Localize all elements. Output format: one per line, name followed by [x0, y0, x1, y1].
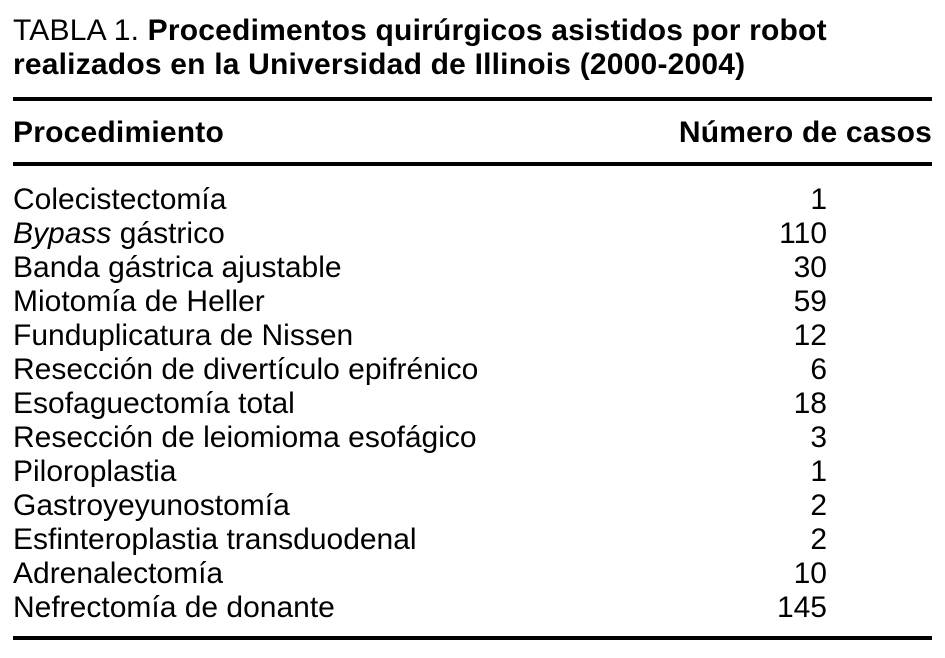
table-body: Colecistectomía 1 Bypass gástrico 110 Ba…: [13, 166, 932, 636]
table-row: Piloroplastia 1: [13, 455, 932, 489]
cases-cell: 2: [810, 489, 827, 522]
cases-cell: 12: [793, 319, 827, 352]
table-row: Resección de leiomioma esofágico 3: [13, 421, 932, 455]
table-row: Resección de divertículo epifrénico 6: [13, 353, 932, 387]
cases-cell: 30: [793, 251, 827, 284]
table-row: Gastroyeyunostomía 2: [13, 489, 932, 523]
procedure-cell: Esfinteroplastia transduodenal: [13, 523, 417, 556]
cases-cell: 10: [793, 557, 827, 590]
procedure-rest: gástrico: [111, 217, 225, 250]
table-title: TABLA 1. Procedimentos quirúrgicos asist…: [13, 14, 932, 82]
table-row: Adrenalectomía 10: [13, 557, 932, 591]
top-rule: [13, 97, 932, 101]
header-rule: [13, 162, 932, 166]
procedure-cell: Resección de leiomioma esofágico: [13, 421, 477, 454]
procedure-cell: Funduplicatura de Nissen: [13, 319, 354, 352]
column-header-procedure: Procedimiento: [13, 116, 224, 149]
procedure-cell: Resección de divertículo epifrénico: [13, 353, 479, 386]
procedure-cell: Miotomía de Heller: [13, 285, 265, 318]
cases-cell: 3: [810, 421, 827, 454]
table-row: Esfinteroplastia transduodenal 2: [13, 523, 932, 557]
table-row: Esofaguectomía total 18: [13, 387, 932, 421]
table-row: Funduplicatura de Nissen 12: [13, 319, 932, 353]
table-row: Banda gástrica ajustable 30: [13, 251, 932, 285]
table-title-text: Procedimentos quirúrgicos asistidos por …: [13, 14, 827, 81]
table-row: Colecistectomía 1: [13, 183, 932, 217]
table-header-row: Procedimiento Número de casos: [13, 101, 932, 162]
cases-cell: 1: [810, 183, 827, 216]
procedure-cell: Esofaguectomía total: [13, 387, 295, 420]
column-header-cases: Número de casos: [678, 116, 932, 149]
procedure-cell: Bypass gástrico: [13, 217, 757, 251]
table-row: Bypass gástrico 110: [13, 217, 932, 251]
table-row: Nefrectomía de donante 145: [13, 591, 932, 625]
procedure-cell: Adrenalectomía: [13, 557, 224, 590]
bottom-rule: [13, 636, 932, 640]
table-row: Miotomía de Heller 59: [13, 285, 932, 319]
procedure-cell: Nefrectomía de donante: [13, 591, 335, 624]
procedure-italic-word: Bypass: [13, 217, 112, 250]
table-label: TABLA 1.: [13, 14, 140, 47]
cases-cell: 2: [810, 523, 827, 556]
procedure-cell: Piloroplastia: [13, 455, 177, 488]
cases-cell: 110: [779, 217, 827, 250]
procedure-cell: Banda gástrica ajustable: [13, 251, 342, 284]
cases-cell: 6: [810, 353, 827, 386]
cases-cell: 59: [793, 285, 827, 318]
cases-cell: 145: [776, 591, 827, 624]
cases-cell: 18: [793, 387, 827, 420]
procedure-cell: Colecistectomía: [13, 183, 227, 216]
procedure-cell: Gastroyeyunostomía: [13, 489, 290, 522]
cases-cell: 1: [810, 455, 827, 488]
